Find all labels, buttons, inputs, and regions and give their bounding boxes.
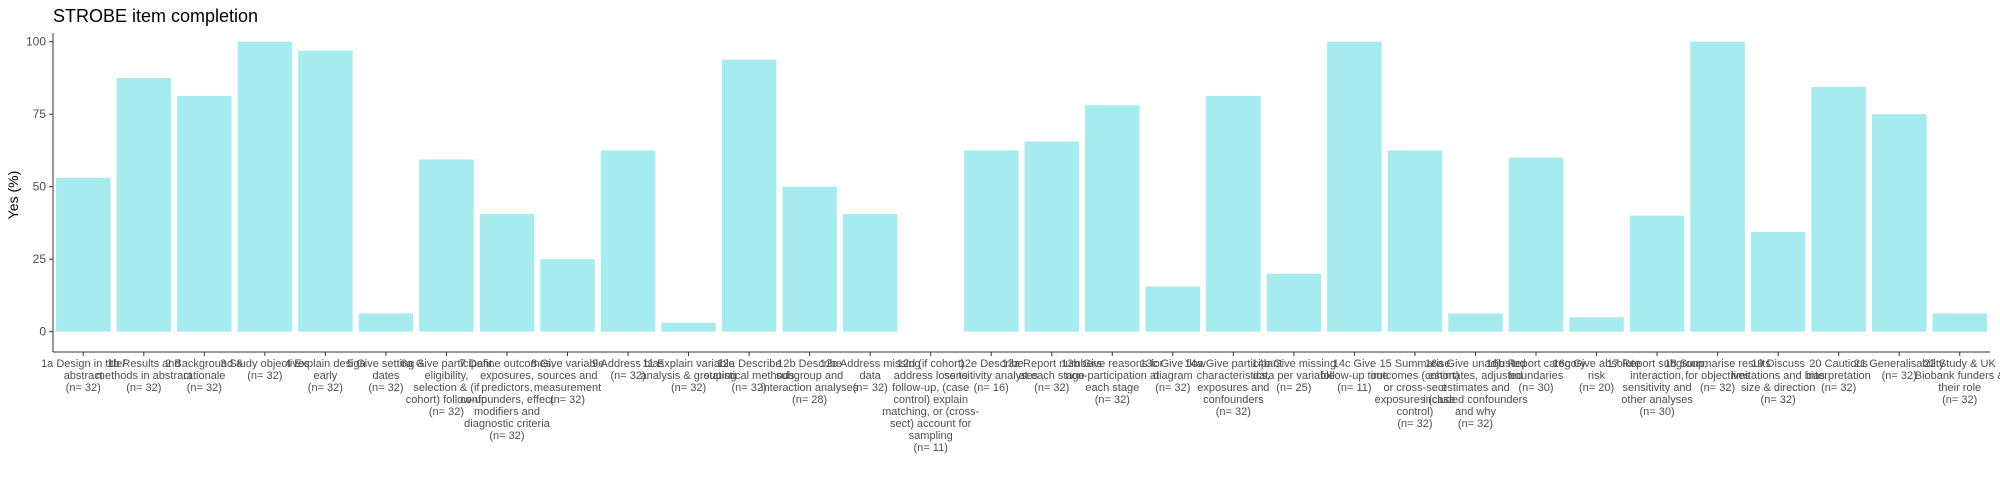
x-tick-label: 12a Describe statistical methods (n= 32)	[704, 358, 795, 394]
x-tick-label: 1a Design in title/abstract (n= 32)	[41, 358, 126, 394]
y-tick-label: 50	[33, 180, 47, 194]
x-tick-label: 16c Give absolute risk (n= 20)	[1553, 358, 1641, 394]
bar	[1508, 157, 1564, 332]
x-tick-label: 13a Report numbers at each stage (n= 32)	[1002, 358, 1103, 394]
x-tick-label: 3 Study objectives (n= 32)	[220, 358, 310, 382]
bar	[540, 259, 595, 332]
bar	[479, 213, 535, 332]
bar	[661, 322, 716, 332]
bar	[1569, 317, 1624, 332]
x-tick-label: 14b Give missing data per variable (n= 25)	[1252, 358, 1336, 394]
bar	[1448, 313, 1503, 332]
bar	[842, 213, 898, 332]
x-tick-label: 14c Give follow-up time (n= 11)	[1320, 358, 1388, 394]
bar	[1024, 141, 1080, 332]
bar	[1932, 313, 1987, 332]
bar	[358, 313, 414, 332]
x-tick-label: 12b Describe subgroup and interaction anal…	[761, 358, 859, 406]
x-tick-label: 8 Give variable sources and measurement (n=…	[531, 358, 604, 406]
bar	[1085, 105, 1140, 332]
x-tick-label: 12d (if cohort) address loss to follow-up,…	[882, 358, 980, 454]
x-tick-label: 15 Summarise outcomes (cohort) or cross-se…	[1371, 358, 1460, 430]
x-tick-label: 21 Generalisability (n= 32)	[1854, 358, 1945, 382]
x-tick-label: 7 Define outcomes, exposures, predictors, c…	[460, 358, 555, 442]
x-tick-label: 13b Give reasons for non-participation at…	[1061, 358, 1163, 406]
bar	[1690, 41, 1745, 332]
chart-title: STROBE item completion	[53, 6, 258, 26]
x-tick-label: 19 Discuss limitations and bias size & dir…	[1731, 358, 1825, 406]
bar	[177, 95, 232, 332]
bar	[1206, 95, 1261, 332]
x-tick-label: 11 Explain variable analysis & grouping (n…	[641, 358, 737, 394]
x-tick-label: 12c Address missing data (n= 32)	[820, 358, 921, 394]
y-tick-label: 25	[33, 252, 47, 266]
bar	[721, 59, 777, 332]
x-tick-label: 22 Study & UK Biobank funders & their role…	[1915, 358, 2000, 406]
x-tick-label: 1b Results and methods in abstract (n= 32)	[96, 358, 192, 394]
x-tick-label: 16b Report category boundaries (n= 30)	[1486, 358, 1586, 394]
x-tick-label: 9 Address bias (n= 32)	[592, 358, 665, 382]
bar	[419, 159, 474, 332]
bar	[964, 150, 1019, 332]
bar	[1871, 114, 1927, 332]
x-tick-label: 12e Describe sensitivity analyses (n= 16)	[944, 358, 1039, 394]
y-tick-label: 100	[26, 35, 46, 49]
y-tick-label: 75	[33, 107, 47, 121]
x-tick-label: 16a Give unadjusted estimates, adjusted es…	[1423, 358, 1528, 430]
y-axis: 0 25 50 75 100	[26, 33, 54, 352]
bar	[298, 50, 353, 332]
x-tick-label: 20 Cautious interpretation (n= 32)	[1807, 358, 1871, 394]
bar	[1327, 41, 1382, 332]
x-tick-label: 2 Background & rationale (n= 32)	[165, 358, 244, 394]
y-tick-label: 0	[39, 325, 46, 339]
x-tick-label: 6a Give participant eligibility, selection…	[401, 358, 493, 418]
x-tick-label: 18 Summarise results for objectives (n= 32…	[1664, 358, 1771, 394]
bar	[1266, 273, 1322, 332]
x-tick-label: 17 Report subgroup, interaction, sensitivi…	[1607, 358, 1707, 418]
y-axis-title: Yes (%)	[5, 171, 21, 220]
x-tick-label: 13c Give flow diagram (n= 32)	[1140, 358, 1206, 394]
bar	[782, 186, 837, 332]
x-tick-label: 4 Explain design early (n= 32)	[285, 358, 366, 394]
x-axis: 1a Design in title/abstract (n= 32)1b Res…	[41, 351, 2000, 454]
bar	[116, 77, 172, 332]
bar	[56, 177, 111, 332]
bar	[1387, 150, 1443, 332]
bar	[237, 41, 293, 332]
x-tick-label: 5 Give setting & dates (n= 32)	[347, 358, 425, 394]
bar	[1629, 215, 1685, 332]
bar	[1750, 231, 1806, 332]
bar	[600, 150, 656, 332]
x-tick-label: 14a Give participant characteristics, expo…	[1184, 358, 1282, 418]
bar	[1145, 286, 1201, 332]
bar	[1811, 86, 1866, 332]
bars	[56, 41, 1987, 332]
